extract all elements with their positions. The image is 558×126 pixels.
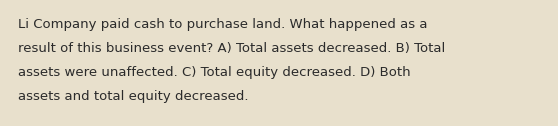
Text: Li Company paid cash to purchase land. What happened as a: Li Company paid cash to purchase land. W… [18, 18, 427, 31]
Text: assets and total equity decreased.: assets and total equity decreased. [18, 90, 248, 103]
Text: assets were unaffected. C) Total equity decreased. D) Both: assets were unaffected. C) Total equity … [18, 66, 411, 79]
Text: result of this business event? A) Total assets decreased. B) Total: result of this business event? A) Total … [18, 42, 445, 55]
